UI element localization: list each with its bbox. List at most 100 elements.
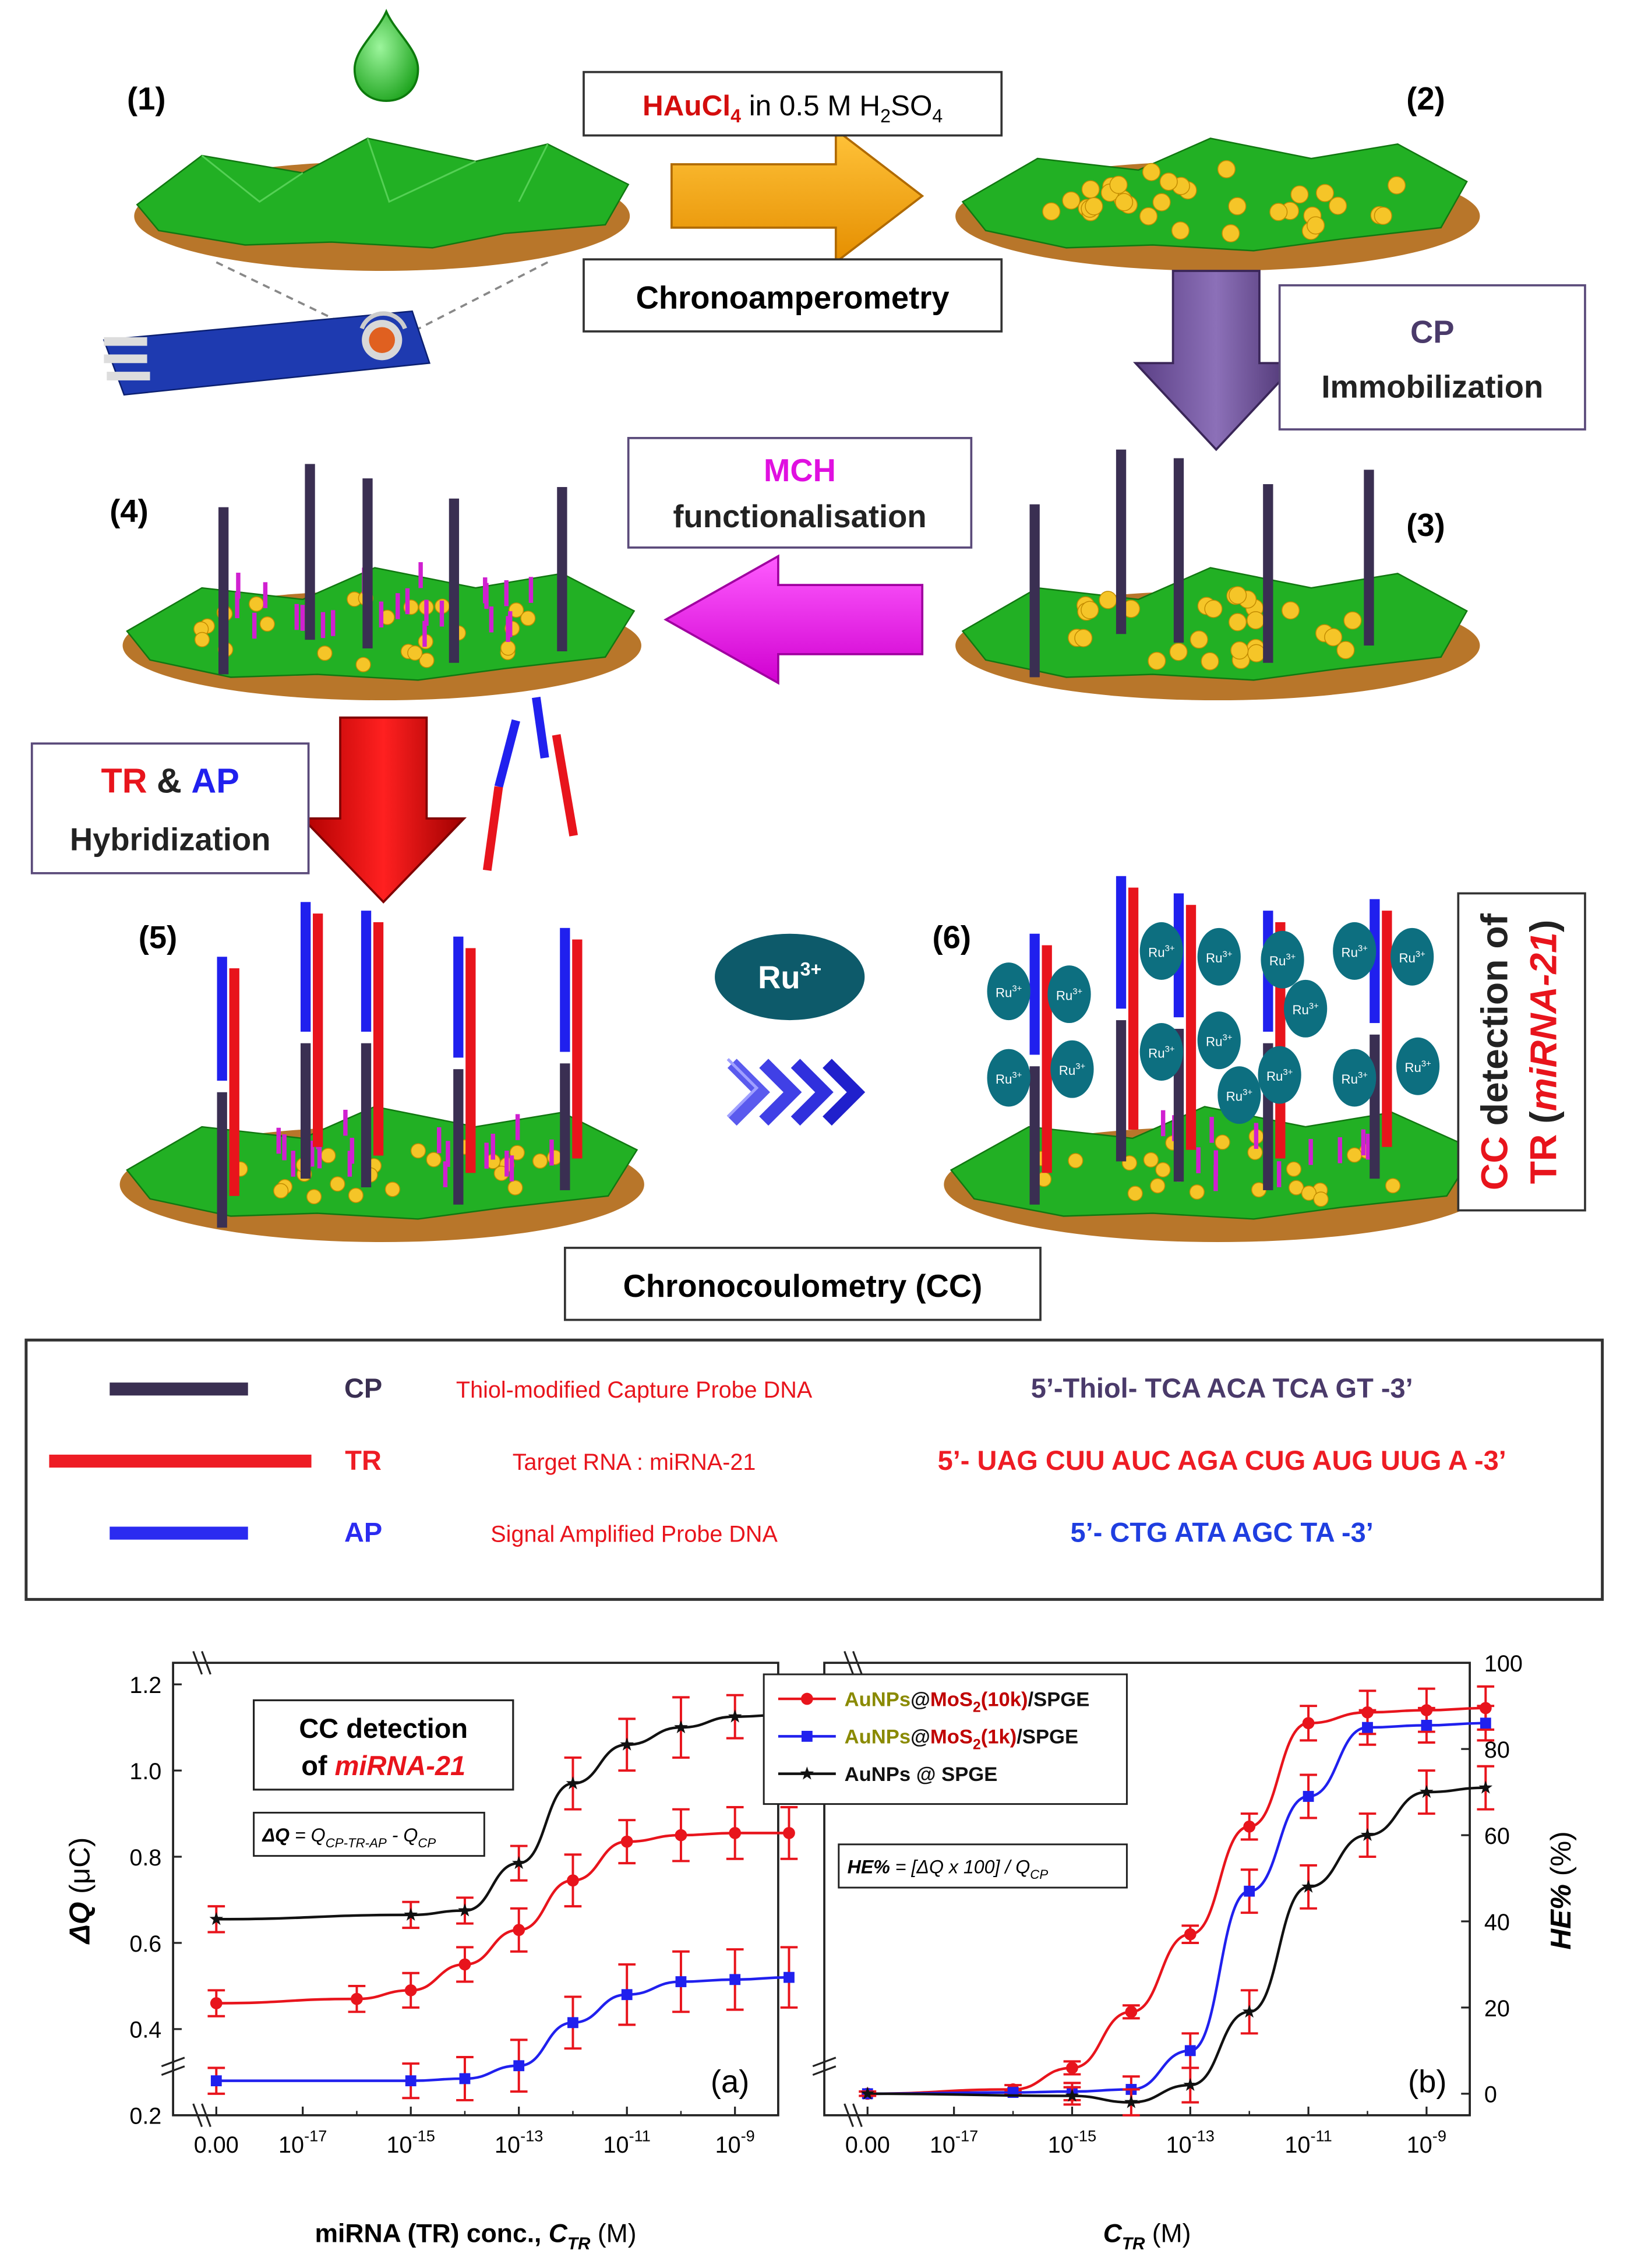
ap-strand xyxy=(560,927,570,1052)
data-point xyxy=(1242,2004,1257,2018)
legend-abbr: TR xyxy=(345,1445,382,1476)
tr-strand xyxy=(373,922,384,1156)
ru-ion: Ru3+ xyxy=(1047,965,1091,1024)
gold-nanoparticle xyxy=(194,632,210,647)
data-point xyxy=(621,1989,633,2001)
data-point xyxy=(351,1992,363,2005)
gold-nanoparticle xyxy=(1085,197,1103,216)
gold-nanoparticle xyxy=(1222,224,1240,243)
mch-molecule xyxy=(294,604,299,630)
step-label-2: (2) xyxy=(1406,81,1445,117)
gold-nanoparticle xyxy=(1150,1178,1166,1194)
gold-nanoparticle xyxy=(1139,207,1158,225)
electrode-4 xyxy=(122,464,641,701)
data-point xyxy=(729,1826,742,1839)
ru-ion: Ru3+ xyxy=(987,1049,1030,1107)
mch-molecule xyxy=(1276,1161,1282,1187)
data-point xyxy=(800,1766,814,1780)
gold-nanoparticle xyxy=(1336,641,1355,659)
hyb-box-line1: TR & AP xyxy=(101,761,239,800)
mch-molecule xyxy=(1213,1165,1218,1191)
capture-probe xyxy=(305,464,315,640)
ru-ion: Ru3+ xyxy=(1284,979,1328,1038)
y-tick-label: 40 xyxy=(1484,1910,1510,1935)
chart-a: 0.2 0.4 0.6 0.8 1.0 1.2 0.00 10-17 10-15 10-13 10-… xyxy=(64,1650,798,2253)
data-point xyxy=(1065,2089,1079,2102)
chronocoulometry-label: Chronocoulometry (CC) xyxy=(623,1268,983,1304)
y-tick-label: 0.4 xyxy=(129,2017,161,2043)
mch-molecule xyxy=(1196,1147,1201,1173)
plot-frame xyxy=(172,1662,779,2117)
series-circle xyxy=(207,1806,798,2017)
gold-nanoparticle xyxy=(1228,197,1247,216)
free-strands xyxy=(482,697,578,871)
capture-probe xyxy=(449,498,460,663)
cc-detection-box xyxy=(1457,892,1586,1212)
mch-molecule xyxy=(350,1138,355,1164)
gold-nanoparticle xyxy=(1068,1153,1084,1169)
legend-row: CP Thiol-modified Capture Probe DNA 5’-Thi… xyxy=(110,1373,1413,1403)
tr-strand xyxy=(465,948,476,1173)
cp-box-line1: CP xyxy=(1410,315,1455,350)
gold-nanoparticle xyxy=(1189,1184,1205,1200)
ru-ion-reagent xyxy=(715,933,865,1021)
title-box xyxy=(253,1699,514,1791)
ru-ion-label: Ru3+ xyxy=(1226,1088,1252,1104)
axis-break-bottom xyxy=(844,2103,863,2128)
gold-nanoparticle xyxy=(1269,203,1288,221)
capture-probe xyxy=(362,478,373,648)
legend-sequence: 5’-Thiol- TCA ACA TCA GT -3’ xyxy=(1031,1373,1413,1403)
droplet-icon xyxy=(353,9,419,102)
gold-nanoparticle xyxy=(330,1176,345,1192)
chart-legend-item: AuNPs@MoS2(10k)/SPGE xyxy=(778,1688,1089,1715)
gold-nanoparticle xyxy=(1307,216,1325,235)
mch-molecule xyxy=(484,583,489,609)
gold-nanoparticle xyxy=(1143,1152,1159,1168)
data-point xyxy=(567,1874,579,1887)
mch-molecule xyxy=(549,1140,554,1166)
tr-strand xyxy=(229,968,239,1196)
mch-molecule xyxy=(343,1109,348,1136)
x-tick-label: 10-13 xyxy=(495,2126,543,2158)
y-tick-label: 60 xyxy=(1484,1823,1510,1849)
legend-row: AP Signal Amplified Probe DNA 5’- CTG ATA … xyxy=(110,1516,1374,1547)
ru-ion-label: Ru3+ xyxy=(996,1071,1022,1087)
mch-molecule xyxy=(320,612,326,639)
data-point xyxy=(1303,1791,1314,1802)
arrow-4-to-5 xyxy=(300,716,467,904)
gold-nanoparticle xyxy=(1081,180,1100,199)
hybridized-duplex xyxy=(361,911,384,1188)
formula-box xyxy=(838,1843,1128,1889)
chronoamperometry-label: Chronoamperometry xyxy=(636,280,950,315)
data-point xyxy=(209,1911,224,1925)
mch-molecule xyxy=(331,610,336,636)
gold-nanoparticle xyxy=(1286,1161,1302,1177)
ru-ion: Ru3+ xyxy=(1197,927,1241,986)
ru-ion-label: Ru3+ xyxy=(1056,987,1082,1003)
gold-nanoparticle xyxy=(1081,601,1099,619)
gold-nanoparticle xyxy=(1190,630,1208,649)
ap-strand xyxy=(453,936,464,1058)
capture-probe xyxy=(1364,470,1374,646)
mch-molecule xyxy=(1209,1117,1214,1143)
gold-nanoparticle xyxy=(1229,586,1247,605)
data-point xyxy=(800,1692,813,1705)
cp-immobilization-box xyxy=(1278,284,1586,431)
data-point xyxy=(801,1730,813,1742)
ru-ion-label: Ru3+ xyxy=(1206,1034,1232,1049)
gold-nanoparticle xyxy=(1313,1191,1329,1207)
panel-label: (a) xyxy=(711,2064,749,2099)
data-point xyxy=(860,2086,875,2100)
ru-ion-label: Ru3+ xyxy=(758,958,821,995)
mch-molecule xyxy=(1365,1134,1371,1160)
hybridized-duplex xyxy=(1029,933,1052,1205)
data-point xyxy=(1421,1720,1432,1731)
chart-a-title-line2: of miRNA-21 xyxy=(301,1750,465,1781)
ap-strand xyxy=(217,957,227,1081)
fit-curve xyxy=(867,1722,1486,2096)
capture-probe xyxy=(1116,449,1127,634)
arrow-3-to-4 xyxy=(663,554,924,685)
mch-molecule xyxy=(263,582,268,608)
y-axis-label: ΔQ (μC) xyxy=(64,1837,96,1945)
